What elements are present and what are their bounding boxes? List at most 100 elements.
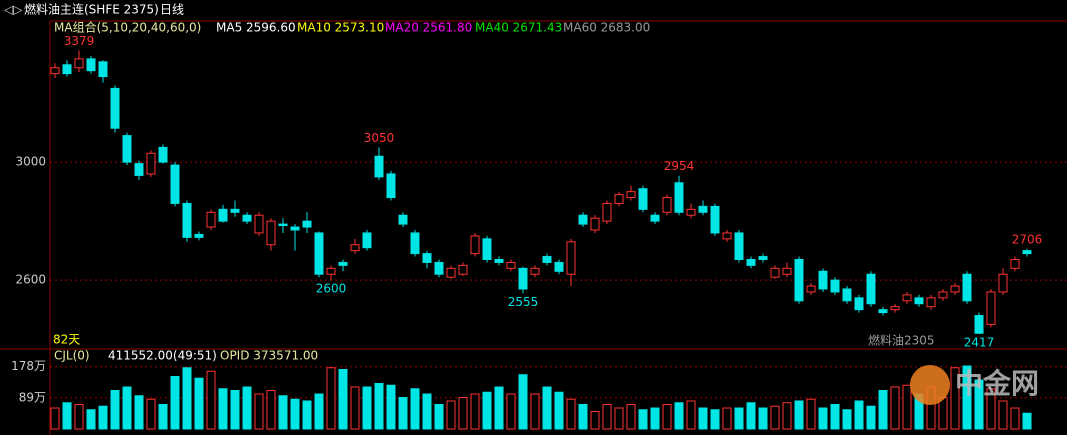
volume-bar [782,402,792,430]
candle-body [446,267,456,278]
volume-bar [110,390,120,430]
day-count: 82天 [53,333,80,347]
volume-bar [434,404,444,430]
candle-body [110,87,120,129]
volume-bar [50,407,60,430]
volume-bar [806,398,816,430]
candle-body [398,214,408,225]
extreme-label: 2706 [1012,232,1043,246]
volume-bar [830,404,840,430]
volume-bar [374,383,384,430]
volume-bar [794,400,804,430]
candle-body [638,188,648,210]
candle-body [134,163,144,176]
volume-bar [902,384,912,430]
extreme-label: 2417 [964,336,995,350]
candle-body [1022,250,1032,255]
candle-body [146,152,156,175]
menu-icon[interactable]: ◁▷ [3,3,23,17]
volume-bar [266,390,276,430]
volume-bar [866,405,876,430]
volume-bar [290,398,300,430]
candle-body [362,232,372,249]
plot: 3000 2600 3379 3050 2954 2706 2600 2555 2417 178万… [11,34,1067,430]
candle-body [50,67,60,75]
volume-bar [422,393,432,430]
ma-value: MA10 2573.10 [297,21,384,35]
symbol-title[interactable]: 燃料油主连(SHFE 2375) [24,2,159,17]
volume-bar [470,393,480,430]
volume-bar [638,409,648,430]
period[interactable]: 日线 [160,3,184,17]
volume-bar [938,397,948,430]
volume-bar [626,404,636,430]
candle-body [722,232,732,240]
volume-bar [770,405,780,430]
candle-body [554,261,564,272]
extreme-label: 2555 [508,295,539,309]
watermark: 中金网 [955,367,1039,400]
volume-text: 411552.00(49:51) [108,349,217,363]
candle-body [62,64,72,75]
candle-body [434,261,444,275]
volume-bar [458,397,468,430]
volume-bar [590,411,600,430]
candle-body [878,309,888,314]
volume-bar [962,365,972,430]
candle-body [710,205,720,234]
volume-bar [506,393,516,430]
volume-bar [98,405,108,430]
volume-bar [578,404,588,430]
volume-bar [122,386,132,430]
candle-body [842,288,852,302]
volume-bar [878,390,888,430]
candle-body [494,258,504,263]
volume-bar [338,369,348,430]
volume-bar [602,404,612,430]
candle-body [914,297,924,305]
volume-bar [494,386,504,430]
candle-body [542,256,552,263]
candle-body [902,294,912,302]
candle-body [350,244,360,252]
volume-bar [386,384,396,430]
candle-body [242,214,252,222]
candle-body [866,273,876,305]
candle-body [302,220,312,228]
candle-body [518,267,528,290]
candle-body [830,279,840,293]
candle-body [506,261,516,269]
volume-bar [974,379,984,430]
candle-body [602,202,612,222]
ma-label[interactable]: MA组合(5,10,20,40,60,0) [54,20,201,35]
volume-bar [326,367,336,430]
volume-label[interactable]: CJL(0) [54,349,90,363]
volume-bar [950,367,960,430]
volume-bar [614,407,624,430]
candle-body [890,306,900,311]
volume-bar [734,407,744,430]
volume-bar [998,400,1008,430]
candle-body [818,270,828,290]
ma-value: MA60 2683.00 [563,21,650,35]
volume-bar [62,402,72,430]
volume-bar [182,367,192,430]
candle-body [266,220,276,246]
opid-text: OPID 373571.00 [220,349,318,363]
volume-bar [362,386,372,430]
volume-bar [206,370,216,430]
volume-bar [254,393,264,430]
candle-body [194,233,204,238]
candle-body [566,241,576,275]
candle-body [590,217,600,231]
volume-bar [134,395,144,430]
ma-value: MA40 2671.43 [475,21,562,35]
candle-body [386,173,396,199]
extreme-label: 3379 [64,34,95,48]
candle-body [974,315,984,334]
volume-bar [410,388,420,430]
candle-body [686,208,696,216]
y-tick-label: 3000 [15,155,46,169]
